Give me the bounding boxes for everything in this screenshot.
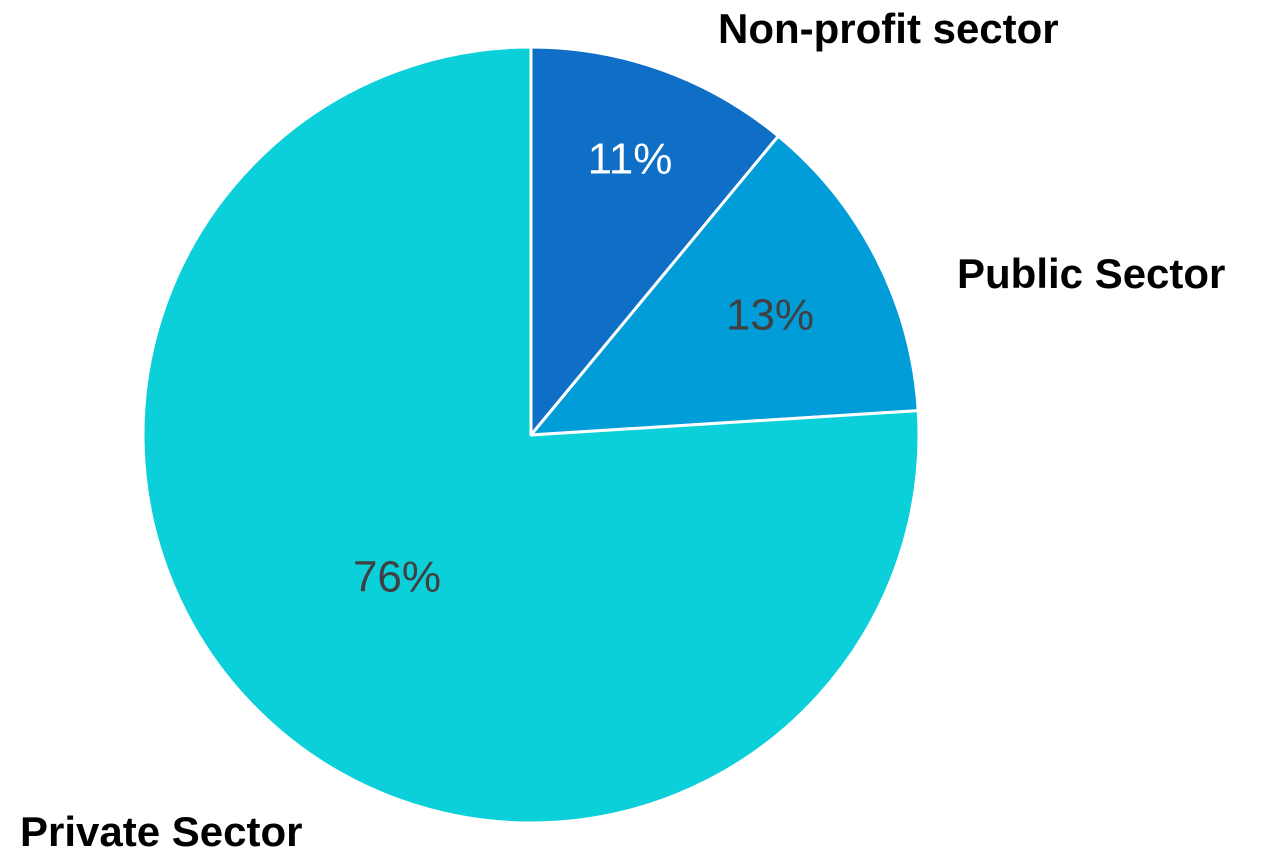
pie-slice [529, 45, 780, 437]
category-label: Non-profit sector [718, 5, 1059, 52]
data-label: 13% [726, 291, 814, 340]
pie-slice [141, 45, 921, 825]
data-label: 11% [588, 135, 673, 184]
pie-slice [529, 134, 920, 437]
data-label: 76% [353, 553, 441, 602]
category-label: Public Sector [957, 250, 1225, 297]
category-label: Private Sector [20, 808, 302, 855]
